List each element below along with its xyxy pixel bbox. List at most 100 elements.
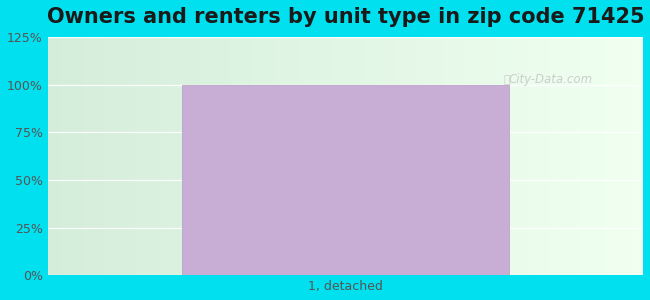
Bar [177, 37, 179, 275]
Bar [484, 37, 486, 275]
Bar [609, 37, 611, 275]
Bar [85, 37, 87, 275]
Bar [435, 37, 437, 275]
Bar [367, 37, 369, 275]
Bar [478, 37, 480, 275]
Bar [207, 37, 209, 275]
Bar [582, 37, 584, 275]
Bar [175, 37, 177, 275]
Bar [552, 37, 554, 275]
Bar [162, 37, 164, 275]
Bar [393, 37, 395, 275]
Bar [228, 37, 230, 275]
Bar [131, 37, 133, 275]
Bar [161, 37, 162, 275]
Bar [467, 37, 469, 275]
Bar [584, 37, 586, 275]
Bar [109, 37, 111, 275]
Bar [534, 37, 536, 275]
Bar [129, 37, 131, 275]
Bar [313, 37, 316, 275]
Bar [183, 37, 185, 275]
Bar [518, 37, 520, 275]
Bar [60, 37, 62, 275]
Bar [230, 37, 232, 275]
Bar [536, 37, 538, 275]
Bar [143, 37, 145, 275]
Bar [345, 37, 347, 275]
Bar [185, 37, 187, 275]
Bar [51, 37, 54, 275]
Text: ⓘ: ⓘ [504, 75, 511, 85]
Bar [105, 37, 107, 275]
Bar [443, 37, 445, 275]
Bar [347, 37, 349, 275]
Bar [415, 37, 417, 275]
Bar [522, 37, 524, 275]
Bar [246, 37, 248, 275]
Bar [625, 37, 627, 275]
Bar [548, 37, 550, 275]
Bar [500, 37, 502, 275]
Bar [379, 37, 381, 275]
Bar [556, 37, 558, 275]
Bar [397, 37, 399, 275]
Bar [133, 37, 135, 275]
Bar [125, 37, 127, 275]
Bar [456, 37, 458, 275]
Bar [601, 37, 603, 275]
Bar [190, 37, 192, 275]
Bar [473, 37, 474, 275]
Bar [441, 37, 443, 275]
Bar [422, 37, 424, 275]
Bar [383, 37, 385, 275]
Bar [595, 37, 597, 275]
Bar [198, 37, 200, 275]
Bar [512, 37, 514, 275]
Bar [226, 37, 228, 275]
Bar [611, 37, 614, 275]
Bar [98, 37, 99, 275]
Bar [474, 37, 476, 275]
Bar [373, 37, 375, 275]
Bar [564, 37, 566, 275]
Bar [377, 37, 379, 275]
Bar [276, 37, 278, 275]
Bar [627, 37, 629, 275]
Bar [641, 37, 643, 275]
Bar [79, 37, 81, 275]
Bar [454, 37, 456, 275]
Bar [167, 37, 169, 275]
Bar [424, 37, 427, 275]
Bar [450, 37, 452, 275]
Bar [631, 37, 633, 275]
Bar [164, 37, 167, 275]
Bar [550, 37, 552, 275]
Bar [139, 37, 141, 275]
Bar [508, 37, 510, 275]
Bar [252, 37, 254, 275]
Bar [567, 37, 569, 275]
Text: City-Data.com: City-Data.com [509, 73, 593, 86]
Bar [571, 37, 573, 275]
Bar [224, 37, 226, 275]
Bar [354, 37, 356, 275]
Bar [433, 37, 435, 275]
Bar [502, 37, 504, 275]
Bar [599, 37, 601, 275]
Bar [64, 37, 66, 275]
Bar [169, 37, 171, 275]
Bar [159, 37, 161, 275]
Bar [520, 37, 522, 275]
Bar [558, 37, 560, 275]
Bar [318, 37, 320, 275]
Bar [427, 37, 429, 275]
Bar [272, 37, 274, 275]
Bar [562, 37, 564, 275]
Bar [68, 37, 70, 275]
Bar [445, 37, 447, 275]
Bar [284, 37, 286, 275]
Bar [339, 37, 341, 275]
Bar [573, 37, 576, 275]
Bar [356, 37, 358, 275]
